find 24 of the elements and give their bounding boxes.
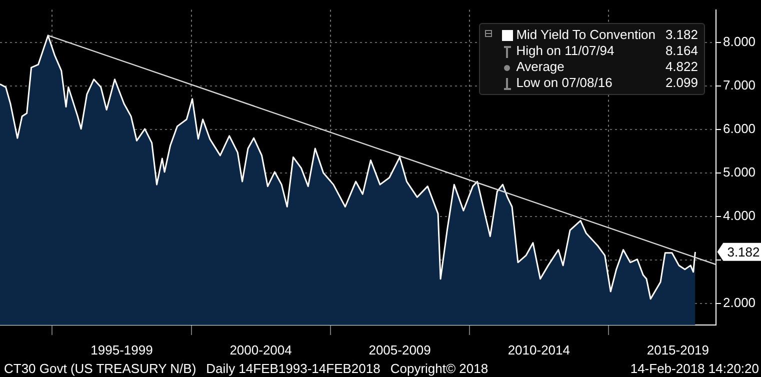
text: 14-Feb-2018 14:20:20 — [630, 361, 759, 377]
annotation: 8.164 — [664, 43, 698, 59]
annotation: 3.182 — [664, 27, 698, 43]
x-tick-label: 2000-2004 — [230, 342, 292, 358]
legend-label: Mid Yield To Convention — [515, 27, 656, 43]
annotation: 4.822 — [664, 59, 698, 75]
x-tick-label: 2005-2009 — [368, 342, 431, 358]
y-tick-label: 6.000 — [723, 120, 756, 136]
y-tick-label: 7.000 — [723, 77, 756, 92]
text: Daily 14FEB1993-14FEB2018 — [206, 361, 380, 376]
annotation: 2.099 — [664, 75, 698, 91]
y-tick-label: 5.000 — [723, 164, 756, 180]
annotation: High on 11/07/94 — [515, 43, 616, 59]
x-tick-label: 2010-2014 — [508, 342, 570, 358]
annotation: Average — [515, 59, 566, 75]
annotation: 3.182 — [727, 244, 760, 260]
y-tick-label: 4.000 — [723, 208, 756, 223]
text: Copyright© 2018 — [390, 361, 488, 376]
y-tick-label: 2.000 — [723, 294, 756, 310]
annotation: Low on 07/08/16 — [515, 75, 614, 91]
x-tick-label: 2015-2019 — [646, 342, 710, 358]
text: CT30 Govt (US TREASURY N/B) — [4, 361, 196, 376]
x-tick-label: 1995-1999 — [90, 342, 153, 358]
y-tick-label: 8.000 — [723, 34, 756, 49]
